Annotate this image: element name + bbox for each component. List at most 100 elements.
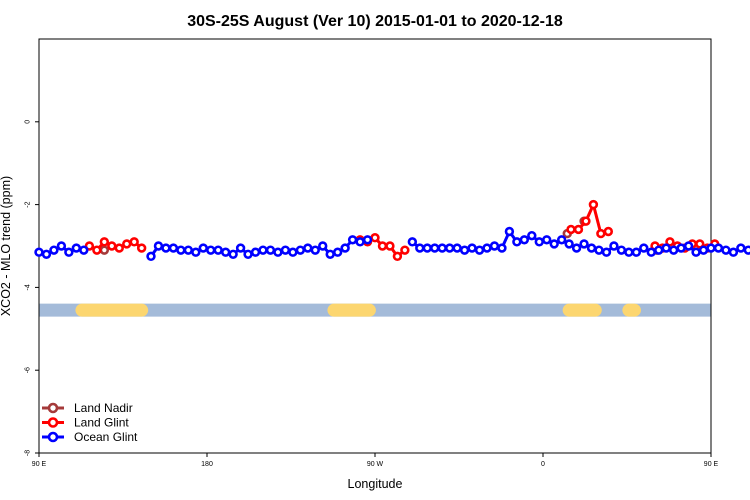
data-point xyxy=(603,226,614,237)
x-tick-label: 90 E xyxy=(704,461,719,468)
data-point xyxy=(56,241,67,251)
data-point xyxy=(129,237,139,247)
y-tick-label: -6 xyxy=(25,367,32,373)
data-point xyxy=(407,237,418,247)
legend-label: Land Glint xyxy=(74,416,129,430)
data-point xyxy=(588,199,599,210)
data-point xyxy=(176,245,186,255)
data-point xyxy=(609,241,619,251)
data-point xyxy=(220,247,231,257)
data-point xyxy=(295,245,306,255)
y-axis: 0 -2 -4 -6 -8 xyxy=(25,120,39,456)
y-tick-label: 0 xyxy=(25,120,32,124)
x-tick-label: 180 xyxy=(201,461,213,468)
data-point xyxy=(504,226,515,237)
data-point xyxy=(437,243,447,253)
legend-marker xyxy=(47,431,59,443)
data-point xyxy=(596,228,606,239)
series-segment xyxy=(591,204,603,234)
data-point xyxy=(370,233,380,243)
data-point xyxy=(586,243,597,253)
data-point xyxy=(107,241,117,251)
data-point xyxy=(631,247,642,257)
data-point xyxy=(79,245,89,255)
data-point xyxy=(616,245,627,255)
data-point xyxy=(661,243,671,253)
data-point xyxy=(474,245,485,255)
data-point xyxy=(355,237,365,247)
data-point xyxy=(310,245,320,255)
data-point xyxy=(467,243,477,253)
data-point xyxy=(400,245,410,255)
data-point xyxy=(676,243,686,253)
data-point xyxy=(571,243,582,253)
data-point xyxy=(482,243,492,253)
data-point xyxy=(206,245,216,255)
data-point xyxy=(422,243,432,253)
data-point xyxy=(519,235,530,245)
data-point xyxy=(92,245,102,255)
data-point xyxy=(444,243,455,253)
legend-label: Ocean Glint xyxy=(74,430,138,444)
data-point xyxy=(392,251,403,262)
x-tick-label: 90 W xyxy=(367,461,384,468)
chart-title: 30S-25S August (Ver 10) 2015-01-01 to 20… xyxy=(187,13,563,30)
data-point xyxy=(332,247,343,257)
data-point xyxy=(146,251,156,262)
x-axis-label: Longitude xyxy=(348,477,403,491)
y-tick-label: -2 xyxy=(25,201,32,207)
data-point xyxy=(721,245,731,255)
data-point xyxy=(49,245,59,255)
data-point xyxy=(183,245,194,255)
x-tick-label: 0 xyxy=(541,461,545,468)
data-point xyxy=(288,247,298,257)
data-point xyxy=(41,249,52,259)
data-point xyxy=(340,243,350,253)
data-point xyxy=(549,239,559,249)
data-point xyxy=(243,249,253,259)
data-point xyxy=(235,243,246,253)
data-point xyxy=(654,245,664,255)
legend-marker xyxy=(47,417,59,428)
data-point xyxy=(347,235,358,245)
data-point xyxy=(624,247,634,257)
data-point xyxy=(668,245,679,255)
data-point xyxy=(601,247,612,257)
data-point xyxy=(639,243,649,253)
data-point xyxy=(691,247,701,257)
data-point xyxy=(415,243,425,253)
y-axis-label: XCO2 - MLO trend (ppm) xyxy=(0,176,13,316)
data-point xyxy=(64,247,74,257)
data-point xyxy=(566,224,576,235)
data-point xyxy=(459,245,470,255)
data-point xyxy=(512,237,522,247)
data-point xyxy=(198,243,208,253)
data-point xyxy=(258,245,268,255)
data-point xyxy=(581,216,591,226)
data-point xyxy=(161,243,171,253)
data-point xyxy=(99,245,110,255)
legend-marker xyxy=(47,402,59,414)
data-point xyxy=(265,245,276,255)
y-tick-label: -8 xyxy=(25,450,32,456)
data-point xyxy=(452,243,462,253)
data-point xyxy=(168,243,179,253)
x-axis: 90 E 180 90 W 0 90 E xyxy=(32,453,719,468)
data-point xyxy=(153,241,164,251)
data-point xyxy=(34,247,44,257)
data-point xyxy=(683,241,694,251)
legend-label: Land Nadir xyxy=(74,401,133,415)
data-point xyxy=(698,245,709,255)
data-point xyxy=(430,243,440,253)
series-ocean-glint xyxy=(34,226,750,262)
data-point xyxy=(191,247,201,257)
data-point xyxy=(743,245,750,255)
data-point xyxy=(542,235,552,245)
data-point xyxy=(706,243,716,253)
data-point xyxy=(489,241,500,251)
data-point xyxy=(564,239,574,249)
data-point xyxy=(713,243,724,253)
data-point xyxy=(385,241,395,251)
data-point xyxy=(534,237,544,247)
